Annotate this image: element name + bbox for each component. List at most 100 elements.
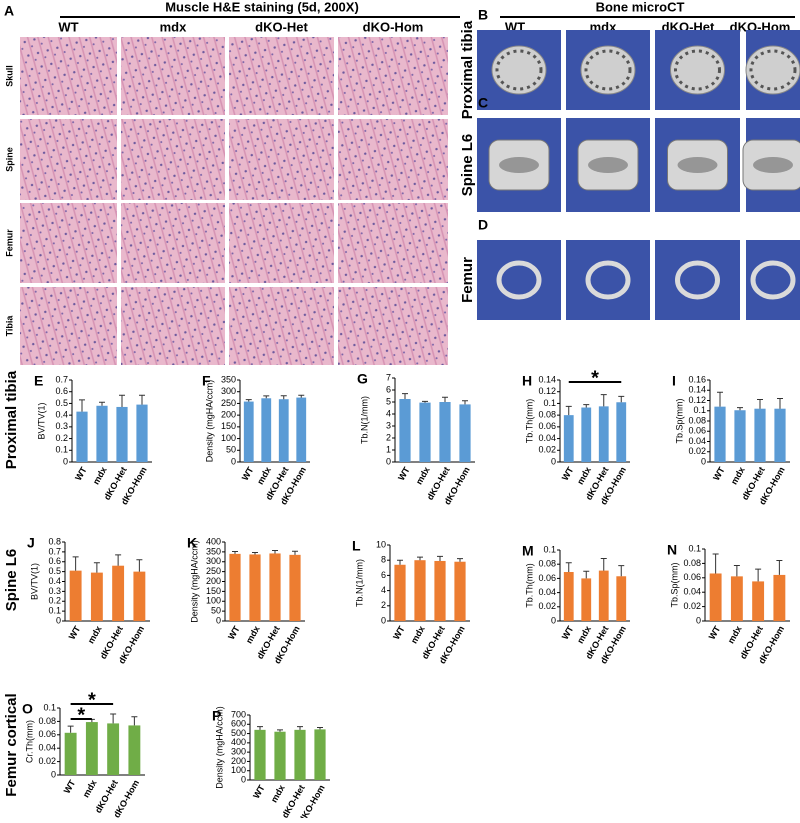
x-tick-label: WT [560, 465, 576, 483]
bar [243, 401, 254, 462]
histology-image [338, 203, 448, 283]
error-bar [72, 556, 79, 571]
y-tick-label: 50 [226, 445, 236, 455]
y-tick-label: 0 [701, 456, 706, 466]
y-tick-label: 4 [381, 585, 386, 595]
y-axis-label: Tb.N(1/mm) [359, 396, 369, 444]
y-tick-label: 0.04 [683, 587, 701, 597]
panel-letter: A [4, 3, 14, 19]
bone [491, 45, 547, 95]
y-tick-label: 0.02 [38, 756, 56, 766]
panel-title: Muscle H&E staining (5d, 200X) [165, 0, 359, 14]
y-tick-label: 0.12 [688, 395, 706, 405]
y-tick-label: 0 [551, 456, 556, 466]
bar [616, 402, 627, 462]
histology-image [20, 287, 117, 365]
error-bar [442, 396, 448, 402]
x-tick-label: mdx [726, 624, 744, 645]
error-bar [397, 559, 403, 565]
bar [752, 581, 765, 621]
y-tick-label: 0.04 [538, 587, 556, 597]
x-tick-label: mdx [81, 778, 99, 799]
panel-letter: P [212, 708, 221, 724]
error-bar [277, 729, 283, 732]
y-tick-label: 1 [386, 444, 391, 454]
y-tick-label: 0.06 [38, 729, 56, 739]
y-tick-label: 0.06 [538, 573, 556, 583]
y-tick-label: 0.2 [48, 596, 61, 606]
y-tick-label: 0.02 [538, 601, 556, 611]
bone [585, 260, 631, 300]
x-tick-label: WT [391, 624, 407, 642]
y-tick-label: 350 [206, 546, 221, 556]
y-tick-label: 0.1 [43, 702, 56, 712]
y-tick-label: 0 [696, 615, 701, 625]
bar [269, 553, 281, 621]
y-tick-label: 3 [386, 420, 391, 430]
y-tick-label: 0.02 [538, 445, 556, 455]
panel-letter: F [202, 373, 211, 389]
y-tick-label: 10 [376, 539, 386, 549]
bar [128, 725, 141, 775]
bar [261, 398, 272, 462]
error-bar [232, 550, 238, 554]
error-bar [67, 725, 74, 733]
panel-letter: H [522, 373, 532, 389]
bar [709, 573, 722, 621]
y-tick-label: 600 [231, 719, 246, 729]
y-tick-label: 6 [386, 384, 391, 394]
y-tick-label: 0.1 [543, 544, 556, 554]
panel-letter: D [478, 217, 488, 233]
bar [69, 570, 82, 621]
bar [434, 560, 446, 621]
bone-texture [674, 49, 721, 91]
bar [294, 729, 306, 780]
y-tick-label: 50 [211, 606, 221, 616]
significance-star: * [77, 704, 85, 726]
bar [85, 722, 98, 775]
error-bar [272, 549, 278, 554]
y-tick-label: 0.5 [48, 566, 61, 576]
bar [598, 570, 609, 621]
error-bar [462, 400, 468, 405]
y-axis-label: Density (mgHA/ccm) [214, 706, 224, 789]
error-bar [757, 398, 763, 409]
x-tick-label: WT [240, 465, 256, 483]
error-bar [755, 568, 762, 582]
y-axis-label: Tb.Sp(mm) [674, 398, 684, 443]
bar [112, 565, 125, 621]
histology-image [229, 37, 334, 115]
x-tick-label: mdx [414, 465, 432, 486]
significance-star: * [591, 367, 599, 389]
y-axis-label: BV/TV(1) [29, 563, 39, 600]
row-label: Femur cortical [3, 693, 20, 796]
x-tick-label: mdx [86, 624, 104, 645]
error-bar [737, 407, 743, 411]
y-tick-label: 0.1 [543, 398, 556, 408]
y-axis-label: Density (mgHA/ccm) [189, 540, 199, 623]
microct-image [655, 240, 740, 320]
row-label: Spine [4, 147, 14, 172]
error-bar [776, 560, 783, 575]
error-bar [110, 713, 117, 724]
y-tick-label: 4 [386, 408, 391, 418]
bar [439, 402, 451, 462]
y-tick-label: 0.2 [55, 433, 68, 443]
y-tick-label: 0.6 [48, 556, 61, 566]
histology-image [121, 119, 225, 200]
bone [496, 260, 542, 300]
panel-letter: B [478, 7, 488, 23]
histology-image [121, 37, 225, 115]
y-axis-label: Tb.Th(mm) [524, 399, 534, 444]
bone [670, 45, 725, 95]
panel-letter: E [34, 373, 43, 389]
row-label: Femur [459, 257, 476, 303]
x-tick-label: mdx [244, 624, 262, 645]
error-bar [417, 556, 423, 561]
bone-texture [584, 49, 632, 91]
row-label: Tibia [4, 315, 14, 337]
error-bar [245, 399, 252, 402]
y-tick-label: 0.4 [48, 576, 61, 586]
error-bar [252, 551, 258, 555]
error-bar [298, 394, 305, 398]
